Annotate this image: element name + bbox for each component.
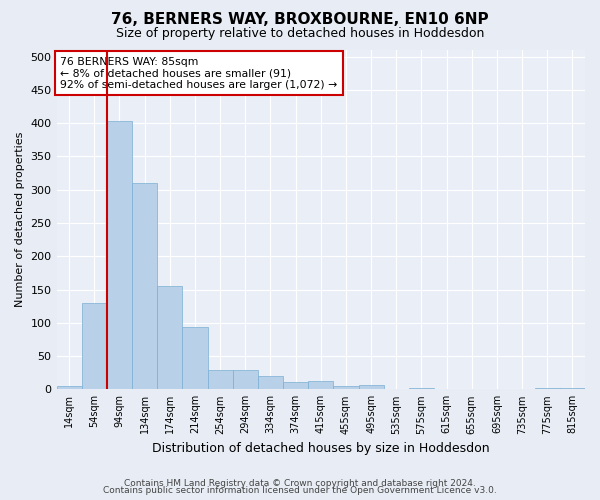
Text: Contains HM Land Registry data © Crown copyright and database right 2024.: Contains HM Land Registry data © Crown c… — [124, 478, 476, 488]
Bar — [182, 328, 208, 390]
Bar — [56, 386, 82, 390]
Y-axis label: Number of detached properties: Number of detached properties — [15, 132, 25, 308]
Bar — [157, 286, 182, 390]
Bar — [233, 370, 258, 390]
Bar — [308, 382, 334, 390]
Bar — [535, 388, 560, 390]
Bar — [334, 386, 359, 390]
Text: Size of property relative to detached houses in Hoddesdon: Size of property relative to detached ho… — [116, 28, 484, 40]
Text: Contains public sector information licensed under the Open Government Licence v3: Contains public sector information licen… — [103, 486, 497, 495]
Bar — [560, 388, 585, 390]
Bar — [409, 388, 434, 390]
Bar — [82, 303, 107, 390]
Bar — [359, 386, 383, 390]
Bar — [283, 382, 308, 390]
Bar — [258, 376, 283, 390]
X-axis label: Distribution of detached houses by size in Hoddesdon: Distribution of detached houses by size … — [152, 442, 490, 455]
Bar — [107, 121, 132, 390]
Bar — [208, 370, 233, 390]
Text: 76, BERNERS WAY, BROXBOURNE, EN10 6NP: 76, BERNERS WAY, BROXBOURNE, EN10 6NP — [111, 12, 489, 28]
Text: 76 BERNERS WAY: 85sqm
← 8% of detached houses are smaller (91)
92% of semi-detac: 76 BERNERS WAY: 85sqm ← 8% of detached h… — [61, 56, 338, 90]
Bar — [132, 183, 157, 390]
